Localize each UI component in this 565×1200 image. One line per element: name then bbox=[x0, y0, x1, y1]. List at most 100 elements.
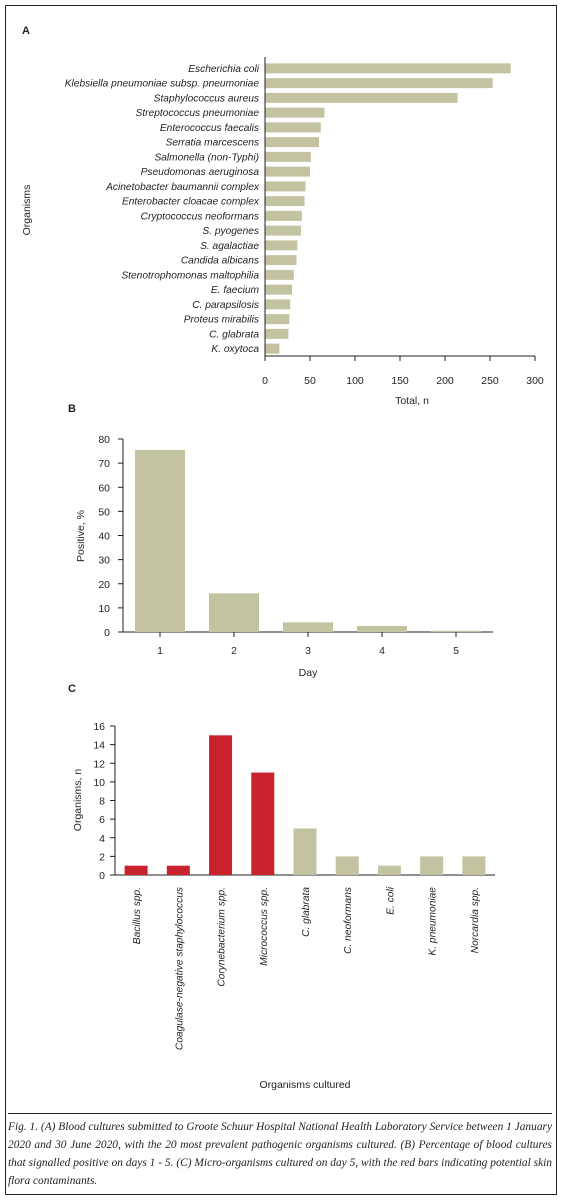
bar-c bbox=[335, 856, 359, 875]
bar-a bbox=[265, 284, 292, 295]
category-label-a: Proteus mirabilis bbox=[184, 315, 259, 326]
category-label-a: Streptococcus pneumoniae bbox=[136, 108, 260, 119]
bar-a bbox=[265, 63, 511, 74]
x-tick-label-b: 1 bbox=[157, 645, 163, 657]
x-tick-label-a: 150 bbox=[391, 375, 409, 387]
panel-b: B 0 10 20 30 40 50 60 70 80 1 2 3 4 5 Day Positive, % bbox=[68, 403, 493, 679]
x-tick-label-a: 300 bbox=[526, 375, 544, 387]
bar-a bbox=[265, 166, 310, 177]
y-tick-label-b: 60 bbox=[98, 482, 110, 494]
x-axis-title-a: Total, n bbox=[395, 395, 429, 407]
x-tick-label-c: Bacillus spp. bbox=[132, 887, 143, 944]
bar-b bbox=[283, 622, 333, 632]
figure-canvas: A Escherichia coli Klebsiella pneumoniae s… bbox=[21, 25, 544, 1091]
bar-a bbox=[265, 107, 325, 118]
category-label-a: Enterococcus faecalis bbox=[160, 123, 259, 134]
bar-a bbox=[265, 328, 289, 339]
x-tick-label-c: Corynebacterium spp. bbox=[217, 887, 228, 987]
y-axis-title-a: Organisms bbox=[21, 185, 33, 236]
y-axis-title-b: Positive, % bbox=[75, 510, 87, 562]
x-tick-label-c: Coagulase-negative staphylococcus bbox=[174, 887, 185, 1050]
category-label-a: C. parapsilosis bbox=[192, 300, 259, 311]
y-tick-label-b: 30 bbox=[98, 555, 110, 567]
x-tick-label-b: 3 bbox=[305, 645, 311, 657]
y-tick-label-b: 10 bbox=[98, 603, 110, 615]
x-tick-label-b: 5 bbox=[453, 645, 459, 657]
y-tick-label-b: 20 bbox=[98, 579, 110, 591]
bar-c bbox=[420, 856, 444, 875]
y-tick-label-c: 4 bbox=[99, 833, 105, 845]
bar-a bbox=[265, 343, 280, 354]
bar-a bbox=[265, 92, 458, 103]
bar-c bbox=[462, 856, 486, 875]
x-axis-title-b: Day bbox=[299, 667, 318, 679]
category-label-a: C. glabrata bbox=[209, 329, 259, 340]
category-label-a: S. pyogenes bbox=[202, 226, 259, 237]
bar-a bbox=[265, 196, 305, 207]
y-tick-label-c: 12 bbox=[93, 758, 105, 770]
y-tick-label-b: 50 bbox=[98, 506, 110, 518]
y-tick-label-c: 8 bbox=[99, 796, 105, 808]
category-label-a: Cryptococcus neoformans bbox=[141, 211, 259, 222]
bar-a bbox=[265, 137, 319, 148]
bar-a bbox=[265, 269, 294, 280]
panel-a: A Escherichia coli Klebsiella pneumoniae s… bbox=[21, 25, 544, 407]
panel-c-label: C bbox=[68, 683, 76, 695]
y-tick-label-c: 14 bbox=[93, 740, 105, 752]
category-label-a: Enterobacter cloacae complex bbox=[122, 197, 260, 208]
bar-a bbox=[265, 240, 298, 251]
y-tick-label-b: 40 bbox=[98, 531, 110, 543]
x-tick-label-a: 250 bbox=[481, 375, 499, 387]
caption-container: Fig. 1. (A) Blood cultures submitted to … bbox=[8, 1118, 552, 1190]
bar-a bbox=[265, 151, 311, 162]
bar-a bbox=[265, 78, 493, 89]
bar-c bbox=[251, 772, 275, 875]
category-label-a: Escherichia coli bbox=[188, 64, 260, 75]
x-tick-label-c: C. glabrata bbox=[301, 887, 312, 937]
bar-c bbox=[209, 735, 233, 875]
bar-a bbox=[265, 122, 321, 133]
panel-a-label: A bbox=[22, 25, 30, 37]
y-tick-label-c: 10 bbox=[93, 777, 105, 789]
bar-c bbox=[124, 865, 148, 875]
y-tick-label-b: 80 bbox=[98, 434, 110, 446]
x-tick-label-c: E. coli bbox=[385, 886, 396, 914]
bar-a bbox=[265, 299, 291, 310]
y-tick-label-b: 70 bbox=[98, 458, 110, 470]
category-label-a: Klebsiella pneumoniae subsp. pneumoniae bbox=[65, 79, 260, 90]
bar-b bbox=[431, 630, 481, 632]
y-tick-label-b: 0 bbox=[104, 627, 110, 639]
x-tick-label-c: C. neoformans bbox=[343, 887, 354, 954]
x-tick-label-a: 200 bbox=[436, 375, 454, 387]
x-tick-label-a: 50 bbox=[304, 375, 316, 387]
panel-b-label: B bbox=[68, 403, 76, 415]
category-label-a: Acinetobacter baumannii complex bbox=[105, 182, 260, 193]
category-label-a: Staphylococcus aureus bbox=[154, 93, 259, 104]
category-label-a: Candida albicans bbox=[181, 256, 259, 267]
bar-b bbox=[357, 625, 407, 632]
x-tick-label-c: K. pneumoniae bbox=[428, 887, 439, 956]
bar-b bbox=[135, 449, 185, 632]
category-label-a: K. oxytoca bbox=[211, 344, 259, 355]
bar-c bbox=[293, 828, 317, 875]
x-tick-label-c: Micrococcus spp. bbox=[259, 887, 270, 966]
bar-b bbox=[209, 593, 259, 632]
category-label-a: Pseudomonas aeruginosa bbox=[141, 167, 260, 178]
category-label-a: Serratia marcescens bbox=[166, 138, 259, 149]
x-tick-label-b: 4 bbox=[379, 645, 385, 657]
y-tick-label-c: 0 bbox=[99, 870, 105, 882]
y-tick-label-c: 2 bbox=[99, 851, 105, 863]
x-axis-title-c: Organisms cultured bbox=[259, 1079, 350, 1091]
figure-frame bbox=[5, 5, 557, 1195]
panel-c: C 0 2 4 6 8 10 12 14 16 Bacillus spp. Coagulase-neg… bbox=[68, 683, 495, 1091]
bar-a bbox=[265, 210, 302, 221]
bar-c bbox=[377, 865, 401, 875]
category-label-a: Stenotrophomonas maltophilia bbox=[121, 270, 259, 281]
bar-a bbox=[265, 225, 301, 236]
figure-caption: Fig. 1. (A) Blood cultures submitted to … bbox=[8, 1121, 552, 1187]
x-tick-label-b: 2 bbox=[231, 645, 237, 657]
y-axis-title-c: Organisms, n bbox=[72, 769, 84, 832]
x-tick-label-a: 0 bbox=[262, 375, 268, 387]
bar-a bbox=[265, 314, 290, 325]
x-tick-label-a: 100 bbox=[346, 375, 364, 387]
